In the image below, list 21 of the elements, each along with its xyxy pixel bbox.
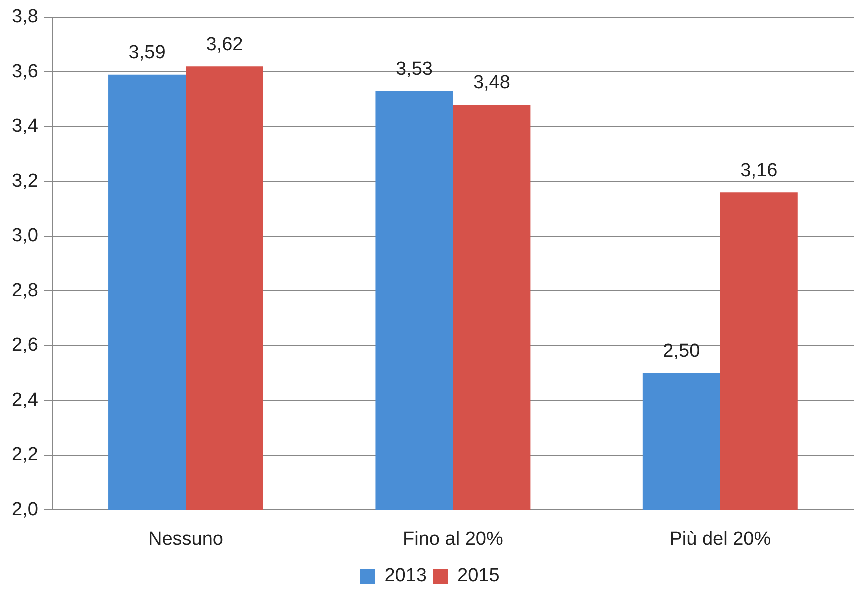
legend-label: 2015 bbox=[458, 566, 500, 587]
x-tick-label: Nessuno bbox=[148, 528, 224, 550]
y-tick-label: 3,4 bbox=[12, 116, 39, 138]
legend-label: 2013 bbox=[384, 566, 428, 587]
y-tick-label: 3,2 bbox=[12, 170, 38, 192]
y-tick-label: 3,0 bbox=[12, 226, 38, 247]
y-tick-label: 2,6 bbox=[12, 335, 38, 356]
data-label: 3,53 bbox=[396, 59, 433, 80]
y-tick-label: 2,8 bbox=[12, 280, 38, 302]
y-tick-label: 2,0 bbox=[12, 499, 38, 520]
y-tick-label: 3,8 bbox=[12, 6, 38, 28]
data-label: 3,59 bbox=[128, 42, 166, 64]
x-tick-label: Fino al 20% bbox=[403, 528, 504, 550]
x-tick-label: Più del 20% bbox=[670, 528, 772, 550]
data-label: 3,62 bbox=[206, 34, 244, 56]
data-label: 2,50 bbox=[663, 341, 700, 362]
y-tick-label: 2,4 bbox=[12, 390, 39, 411]
y-tick-label: 3,6 bbox=[12, 61, 38, 82]
y-tick-label: 2,2 bbox=[12, 444, 38, 466]
data-label: 3,16 bbox=[740, 160, 778, 182]
data-label: 3,48 bbox=[473, 72, 510, 94]
